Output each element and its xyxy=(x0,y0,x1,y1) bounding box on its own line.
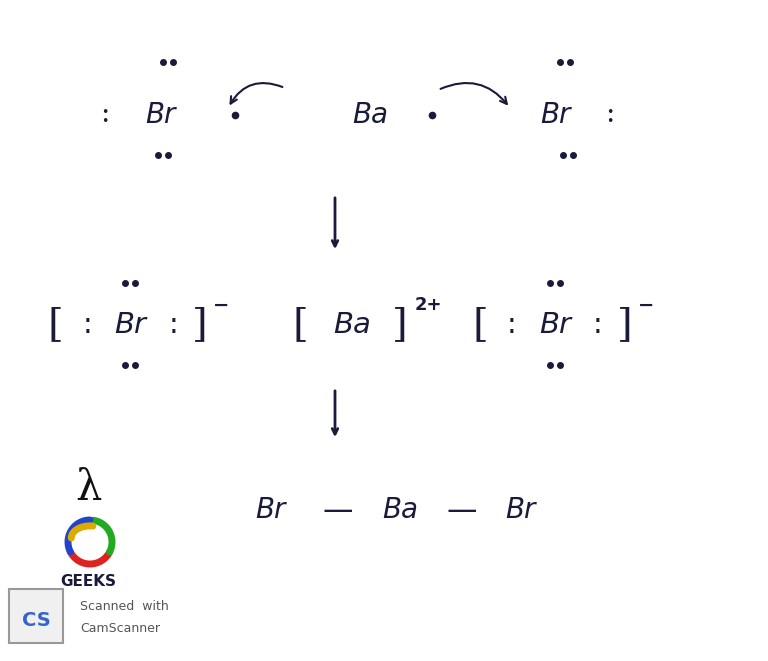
Text: Br: Br xyxy=(145,101,175,129)
Text: :: : xyxy=(507,311,517,339)
Text: :: : xyxy=(82,311,92,339)
Text: −: − xyxy=(637,295,654,315)
Text: [: [ xyxy=(292,307,308,344)
Text: Ba: Ba xyxy=(382,496,418,524)
Text: CamScanner: CamScanner xyxy=(80,621,160,635)
FancyBboxPatch shape xyxy=(9,589,63,643)
Text: 2+: 2+ xyxy=(414,296,442,314)
Text: Ba: Ba xyxy=(333,311,371,339)
Text: ]: ] xyxy=(192,307,208,344)
Text: :: : xyxy=(101,102,110,128)
Text: —: — xyxy=(447,496,477,524)
Text: Ba: Ba xyxy=(352,101,388,129)
Text: ]: ] xyxy=(392,307,408,344)
Text: ]: ] xyxy=(617,307,633,344)
FancyArrowPatch shape xyxy=(230,83,283,104)
FancyArrowPatch shape xyxy=(441,83,507,104)
Text: Br: Br xyxy=(255,496,285,524)
Text: Br: Br xyxy=(539,311,571,339)
Text: :: : xyxy=(168,311,178,339)
Text: :: : xyxy=(593,311,603,339)
Text: λ: λ xyxy=(74,467,101,509)
Text: —: — xyxy=(323,496,353,524)
Text: CS: CS xyxy=(22,611,51,631)
Text: :: : xyxy=(605,102,614,128)
Text: Br: Br xyxy=(540,101,570,129)
Text: Br: Br xyxy=(114,311,146,339)
Text: Br: Br xyxy=(505,496,535,524)
Text: [: [ xyxy=(472,307,488,344)
Text: Scanned  with: Scanned with xyxy=(80,600,169,613)
Text: [: [ xyxy=(47,307,63,344)
Text: −: − xyxy=(213,295,229,315)
Text: GEEKS: GEEKS xyxy=(60,574,116,590)
